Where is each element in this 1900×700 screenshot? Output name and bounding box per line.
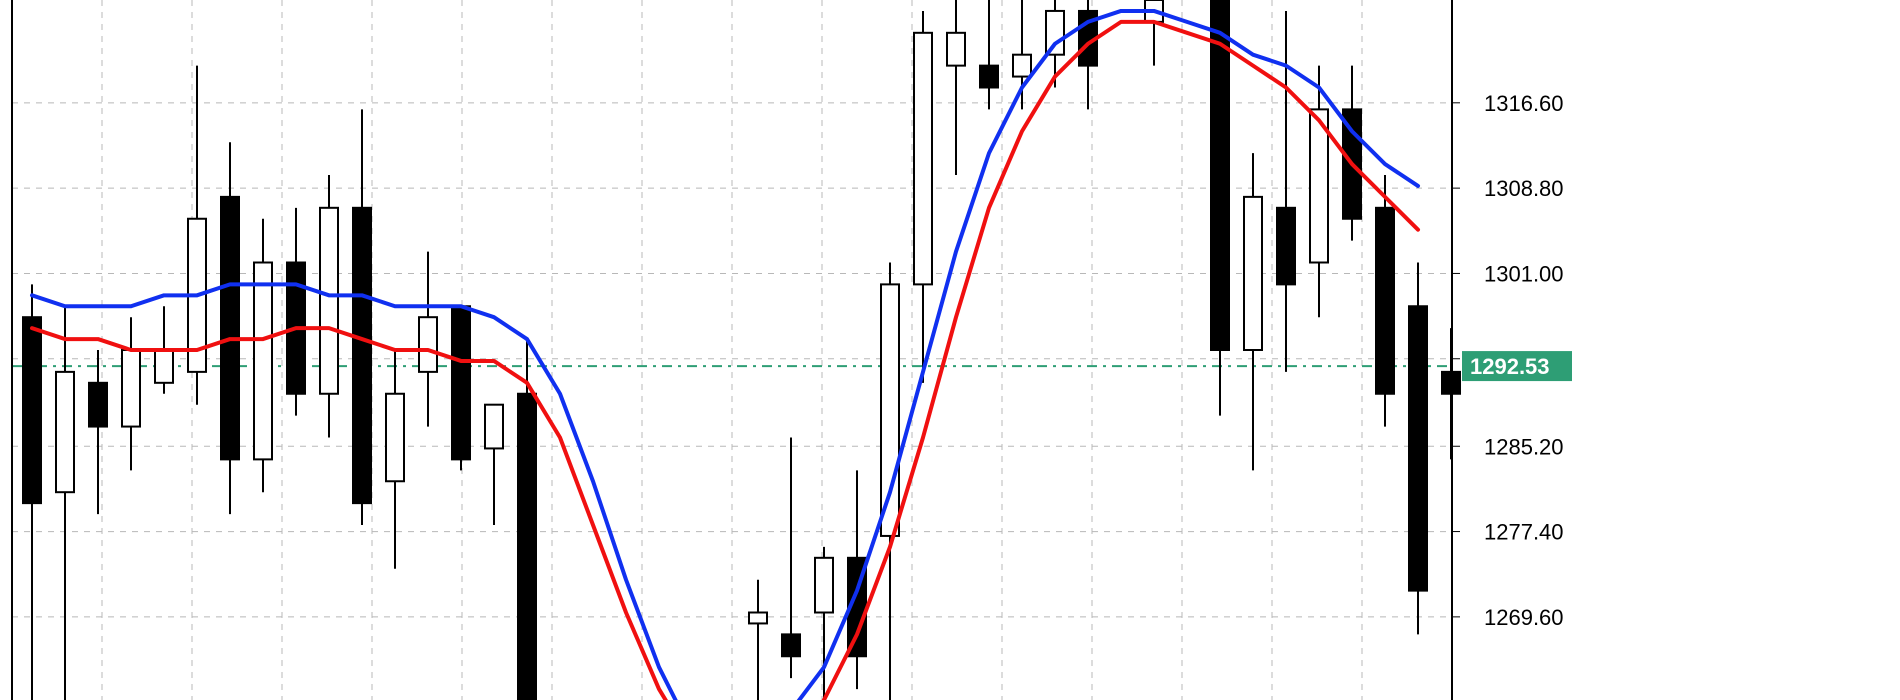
y-axis-label: 1301.00 xyxy=(1484,261,1564,286)
candlestick-chart: 1316.60 1308.80 1301.00 1285.20 1277.40 1269.… xyxy=(0,0,1900,700)
y-axis-label: 1308.80 xyxy=(1484,176,1564,201)
chart-svg: 1316.60 1308.80 1301.00 1285.20 1277.40 1269.… xyxy=(0,0,1900,700)
y-axis-label: 1316.60 xyxy=(1484,91,1564,116)
y-axis-label: 1277.40 xyxy=(1484,520,1564,545)
current-price-label: 1292.53 xyxy=(1470,354,1550,379)
y-axis-label: 1269.60 xyxy=(1484,605,1564,630)
y-axis-label: 1285.20 xyxy=(1484,434,1564,459)
